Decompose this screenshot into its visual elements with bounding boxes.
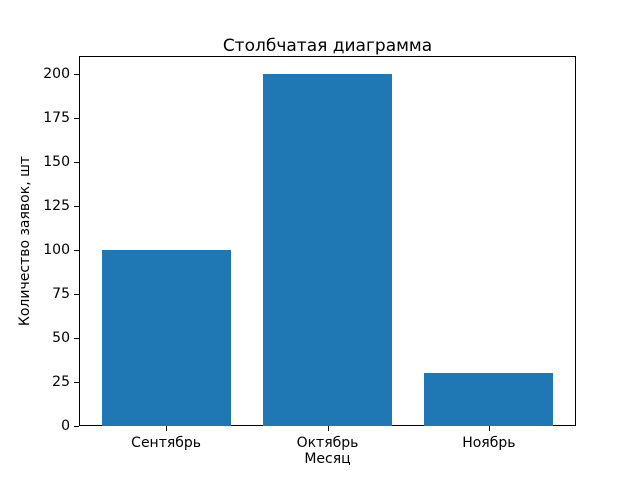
y-tick-label: 75 bbox=[52, 285, 70, 302]
y-tick-mark bbox=[74, 381, 79, 383]
bar bbox=[262, 73, 393, 426]
x-tick-label: Октябрь bbox=[296, 435, 359, 451]
y-tick-label: 175 bbox=[43, 109, 70, 126]
y-tick-label: 0 bbox=[61, 418, 70, 434]
y-tick-label: 200 bbox=[43, 65, 70, 82]
y-tick-mark bbox=[74, 249, 79, 251]
y-tick-label: 50 bbox=[52, 329, 70, 346]
y-tick-mark bbox=[74, 161, 79, 163]
x-tick-mark bbox=[327, 426, 329, 431]
y-tick-label: 25 bbox=[52, 373, 70, 390]
y-tick-mark bbox=[74, 205, 79, 207]
x-tick-mark bbox=[488, 426, 490, 431]
x-tick-label: Ноябрь bbox=[462, 435, 516, 451]
y-tick-mark bbox=[74, 117, 79, 119]
y-tick-mark bbox=[74, 337, 79, 339]
y-tick-mark bbox=[74, 426, 79, 427]
y-tick-label: 100 bbox=[43, 241, 70, 258]
x-tick-label: Сентябрь bbox=[131, 435, 202, 451]
y-tick-mark bbox=[74, 293, 79, 295]
y-tick-mark bbox=[74, 73, 79, 75]
y-tick-label: 125 bbox=[43, 197, 70, 214]
y-tick-label: 150 bbox=[43, 153, 70, 170]
chart-title: Столбчатая диаграмма bbox=[222, 36, 433, 56]
x-tick-mark bbox=[166, 426, 168, 431]
bar bbox=[101, 249, 231, 426]
bar bbox=[424, 373, 554, 426]
x-axis-label: Месяц bbox=[304, 451, 351, 467]
